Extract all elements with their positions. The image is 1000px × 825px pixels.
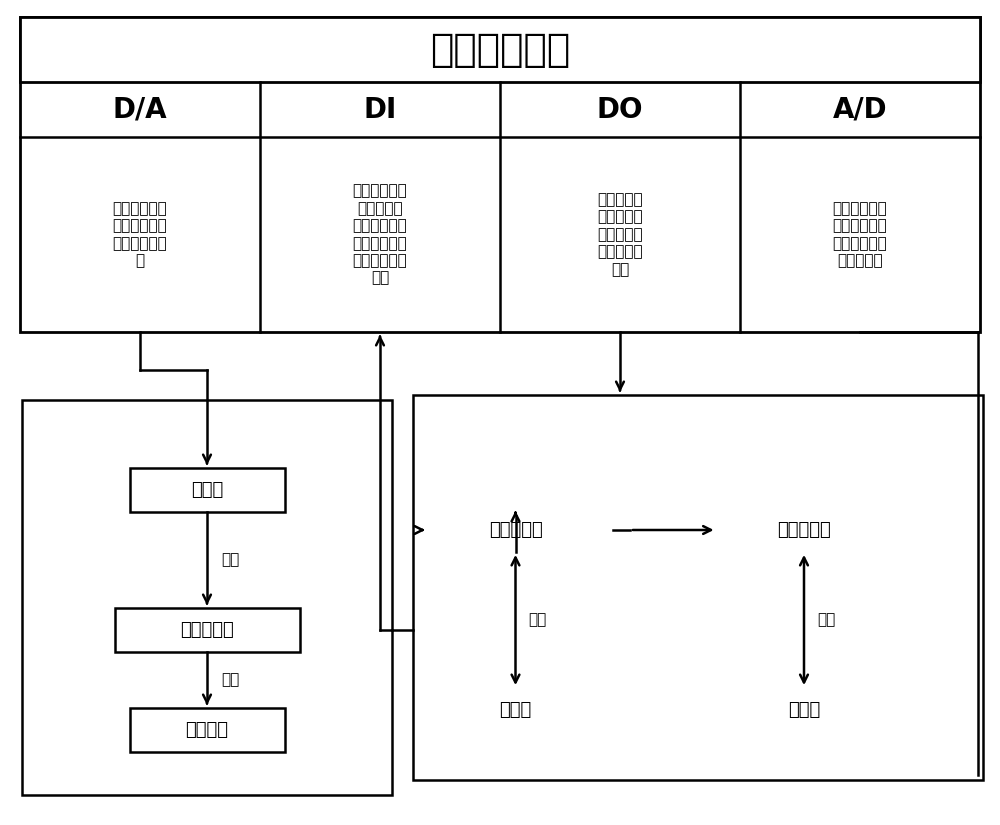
Text: 数字仿真平台: 数字仿真平台 bbox=[430, 31, 570, 68]
Text: 物理模型控制
器输出脉冲控
制数字仿真平
台数字模型: 物理模型控制 器输出脉冲控 制数字仿真平 台数字模型 bbox=[833, 201, 887, 268]
Bar bbox=[20, 17, 980, 332]
Text: 光纤: 光纤 bbox=[221, 672, 239, 687]
Bar bbox=[428, 508, 603, 552]
Text: 光纤: 光纤 bbox=[221, 553, 239, 568]
Text: 模拟电压互感
器、电流互感
器输出至控制
器: 模拟电压互感 器、电流互感 器输出至控制 器 bbox=[113, 201, 167, 268]
Text: 功率模块: 功率模块 bbox=[186, 721, 228, 739]
Text: D/A: D/A bbox=[113, 96, 167, 124]
Text: 接触器: 接触器 bbox=[499, 701, 532, 719]
Text: 电缆: 电缆 bbox=[817, 612, 835, 628]
Bar bbox=[413, 395, 983, 780]
Text: 光纤转接板: 光纤转接板 bbox=[489, 521, 542, 539]
Text: 光纤转接板: 光纤转接板 bbox=[777, 521, 831, 539]
Bar bbox=[20, 17, 980, 82]
Text: 光纤转接板: 光纤转接板 bbox=[180, 621, 234, 639]
Bar bbox=[734, 688, 874, 732]
Text: 控制器: 控制器 bbox=[191, 481, 223, 499]
Bar bbox=[114, 608, 300, 652]
Text: 光纤: 光纤 bbox=[528, 612, 547, 628]
Bar bbox=[630, 400, 978, 775]
Text: A/D: A/D bbox=[833, 96, 887, 124]
Text: 物理模型的实
际电压互感
器、电力互感
器采样信号输
出至数字仿真
平台: 物理模型的实 际电压互感 器、电力互感 器采样信号输 出至数字仿真 平台 bbox=[353, 183, 407, 285]
Bar bbox=[446, 688, 586, 732]
Bar bbox=[716, 508, 892, 552]
Bar bbox=[130, 468, 285, 512]
Text: DO: DO bbox=[597, 96, 643, 124]
Bar bbox=[130, 708, 285, 752]
Text: 数字仿真模
型输出脉冲
控制物理模
型管子和控
制器: 数字仿真模 型输出脉冲 控制物理模 型管子和控 制器 bbox=[597, 192, 643, 277]
Text: DI: DI bbox=[363, 96, 397, 124]
Bar bbox=[418, 400, 613, 775]
Bar bbox=[22, 400, 392, 795]
Text: 接触器: 接触器 bbox=[788, 701, 820, 719]
